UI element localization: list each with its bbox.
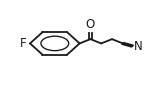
Text: O: O — [86, 18, 95, 31]
Text: N: N — [134, 40, 143, 53]
Text: F: F — [20, 37, 27, 50]
